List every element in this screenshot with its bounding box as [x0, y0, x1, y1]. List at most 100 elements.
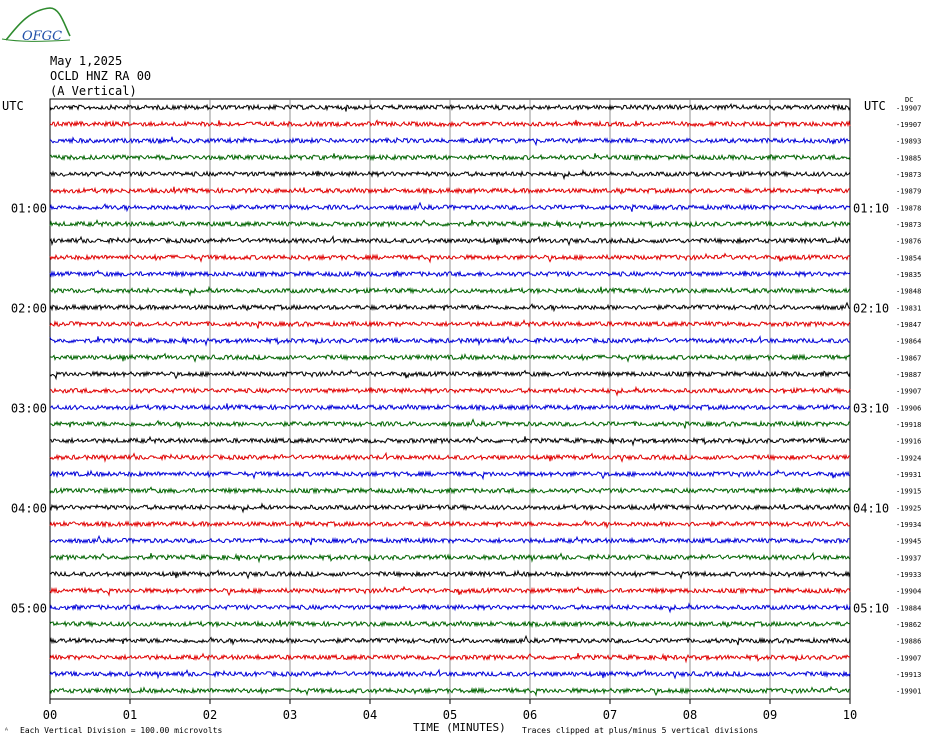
dc-offset-label: -19925 [896, 504, 921, 512]
dc-offset-label: -19831 [896, 304, 921, 312]
right-hour-label: 05:10 [853, 601, 889, 615]
seismic-trace [49, 269, 851, 278]
seismic-trace [49, 201, 851, 213]
x-tick-label: 03 [283, 708, 297, 722]
seismic-trace [49, 252, 851, 264]
dc-offset-label: -19931 [896, 471, 921, 479]
dc-offset-label: -19924 [896, 454, 921, 462]
dc-offset-label: -19913 [896, 671, 921, 679]
dc-offset-label: -19886 [896, 638, 921, 646]
corner-mark: ᴬ [4, 726, 9, 735]
dc-offset-label: -19901 [896, 688, 921, 696]
seismic-trace [49, 435, 851, 447]
x-tick-label: 08 [683, 708, 697, 722]
scale-note: Each Vertical Division = 100.00 microvol… [20, 726, 223, 735]
seismic-trace [49, 385, 851, 397]
dc-offset-label: -19893 [896, 138, 921, 146]
seismic-trace [49, 403, 851, 412]
x-tick-label: 07 [603, 708, 617, 722]
right-hour-label: 02:10 [853, 301, 889, 315]
seismic-trace [49, 168, 851, 181]
dc-offset-label: -19862 [896, 621, 921, 629]
dc-offset-label: -19885 [896, 154, 921, 162]
dc-offset-label: -19934 [896, 521, 921, 529]
x-tick-label: 01 [123, 708, 137, 722]
seismic-trace [49, 335, 851, 347]
dc-offset-label: -19873 [896, 171, 921, 179]
x-tick-label: 05 [443, 708, 457, 722]
dc-offset-label: -19907 [896, 121, 921, 129]
clip-note: Traces clipped at plus/minus 5 vertical … [522, 726, 759, 735]
seismic-trace [49, 486, 851, 495]
x-tick-label: 10 [843, 708, 857, 722]
seismic-trace [49, 235, 851, 247]
seismic-trace [49, 153, 851, 162]
seismic-trace [49, 369, 851, 381]
seismic-trace [49, 619, 851, 629]
left-hour-label: 04:00 [11, 501, 47, 515]
logo-text: OFGC [22, 29, 62, 44]
dc-offset-label: -19867 [896, 354, 921, 362]
ofgc-logo: OFGC [1, 7, 71, 44]
seismic-trace [49, 451, 851, 463]
seismic-trace [49, 534, 851, 546]
right-hour-label: 03:10 [853, 401, 889, 415]
dc-offset-label: -19915 [896, 488, 921, 496]
seismic-trace [49, 418, 851, 430]
dc-offset-label: -19933 [896, 571, 921, 579]
dc-offset-label: -19864 [896, 338, 921, 346]
seismic-trace [49, 502, 851, 514]
seismic-trace [49, 186, 851, 195]
seismic-trace [49, 119, 851, 129]
station-label: OCLD HNZ RA 00 [50, 69, 152, 83]
seismic-trace [49, 668, 851, 680]
seismic-trace [49, 469, 851, 481]
left-hour-label: 05:00 [11, 601, 47, 615]
dc-offset-label: -19854 [896, 254, 921, 262]
seismic-trace [49, 301, 851, 313]
left-hour-label: 01:00 [11, 201, 47, 215]
logo-swoosh [1, 38, 71, 42]
seismic-trace [49, 103, 851, 112]
right-hour-label: 01:10 [853, 201, 889, 215]
logo-mountain-arc [5, 7, 71, 41]
right-hour-label: 04:10 [853, 501, 889, 515]
dc-offset-label: -19847 [896, 321, 921, 329]
seismic-trace [49, 352, 851, 363]
dc-offset-label: -19835 [896, 271, 921, 279]
dc-offset-label: -19878 [896, 204, 921, 212]
x-tick-label: 06 [523, 708, 537, 722]
x-tick-label: 09 [763, 708, 777, 722]
seismic-trace [49, 219, 851, 229]
dc-header: DC [905, 96, 914, 104]
seismic-trace [49, 569, 851, 580]
seismic-trace [49, 519, 851, 530]
seismic-trace [49, 136, 851, 147]
right-axis-label: UTC [864, 99, 886, 113]
dc-offset-label: -19884 [896, 604, 921, 612]
dc-offset-label: -19916 [896, 438, 921, 446]
left-hour-label: 03:00 [11, 401, 47, 415]
seismic-trace [49, 551, 851, 564]
left-axis-label: UTC [2, 99, 24, 113]
dc-offset-label: -19945 [896, 538, 921, 546]
left-hour-label: 02:00 [11, 301, 47, 315]
dc-offset-label: -19937 [896, 554, 921, 562]
dc-offset-label: -19887 [896, 371, 921, 379]
x-tick-label: 04 [363, 708, 377, 722]
dc-offset-label: -19848 [896, 288, 921, 296]
component-label: (A Vertical) [50, 84, 137, 98]
dc-offset-label: -19879 [896, 188, 921, 196]
seismic-trace [49, 685, 850, 697]
seismic-trace [49, 585, 851, 597]
x-tick-label: 02 [203, 708, 217, 722]
dc-offset-label: -19876 [896, 238, 921, 246]
dc-offset-label: -19918 [896, 421, 921, 429]
date-label: May 1,2025 [50, 54, 123, 68]
dc-offset-label: -19904 [896, 588, 921, 596]
dc-offset-label: -19873 [896, 221, 921, 229]
dc-offset-label: -19907 [896, 654, 921, 662]
dc-offset-label: -19906 [896, 404, 921, 412]
seismic-trace [49, 319, 851, 329]
